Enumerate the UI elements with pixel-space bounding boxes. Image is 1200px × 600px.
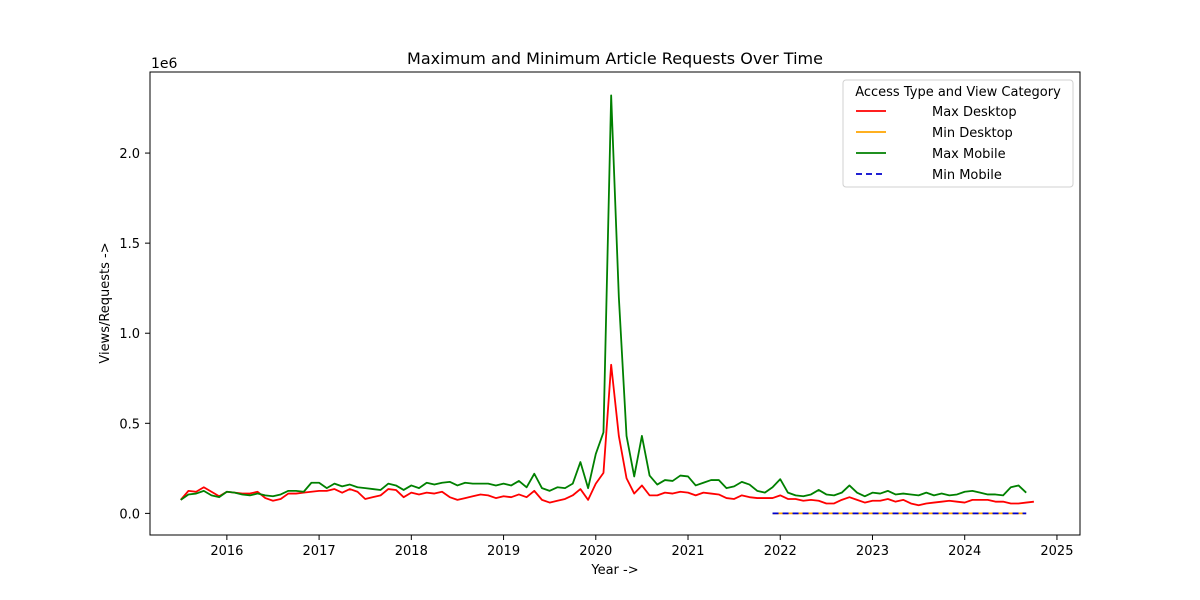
y-axis-label: Views/Requests -> bbox=[98, 242, 113, 363]
legend: Access Type and View Category Max Deskto… bbox=[842, 79, 1074, 188]
legend-entry-label: Max Mobile bbox=[932, 147, 1006, 162]
x-axis-label: Year -> bbox=[590, 563, 638, 578]
y-tick-label: 1.5 bbox=[119, 237, 140, 252]
x-tick-label: 2017 bbox=[303, 544, 336, 559]
x-tick-label: 2025 bbox=[1040, 544, 1073, 559]
y-tick-label: 0.0 bbox=[119, 507, 140, 522]
series-layer bbox=[180, 94, 1034, 515]
y-offset-label: 1e6 bbox=[151, 56, 178, 72]
x-tick-label: 2021 bbox=[671, 544, 704, 559]
x-tick-label: 2022 bbox=[764, 544, 797, 559]
plot-area bbox=[180, 94, 1034, 515]
legend-entry-label: Max Desktop bbox=[932, 105, 1017, 120]
legend-entries: Max Desktop Min Desktop Max Mobile Min Mobi… bbox=[856, 105, 1017, 183]
legend-entry-label: Min Mobile bbox=[932, 168, 1002, 183]
x-axis: 2016 2017 2018 2019 2020 2021 2022 2023 2024 2025 bbox=[210, 535, 1073, 559]
series-line-max-desktop bbox=[180, 363, 1034, 507]
legend-entry-label: Min Desktop bbox=[932, 126, 1013, 141]
x-tick-label: 2023 bbox=[856, 544, 889, 559]
x-tick-label: 2019 bbox=[487, 544, 520, 559]
x-tick-label: 2024 bbox=[948, 544, 981, 559]
y-tick-label: 1.0 bbox=[119, 327, 140, 342]
x-tick-label: 2016 bbox=[210, 544, 243, 559]
series-line-max-mobile bbox=[180, 94, 1027, 501]
y-tick-label: 0.5 bbox=[119, 417, 140, 432]
y-tick-label: 2.0 bbox=[119, 147, 140, 162]
legend-title: Access Type and View Category bbox=[855, 85, 1061, 100]
x-tick-label: 2020 bbox=[579, 544, 612, 559]
x-tick-label: 2018 bbox=[395, 544, 428, 559]
y-axis: 0.0 0.5 1.0 1.5 2.0 bbox=[119, 147, 150, 522]
chart-title: Maximum and Minimum Article Requests Ove… bbox=[407, 49, 823, 68]
plot-frame bbox=[149, 71, 1081, 536]
legend-box bbox=[842, 79, 1074, 188]
